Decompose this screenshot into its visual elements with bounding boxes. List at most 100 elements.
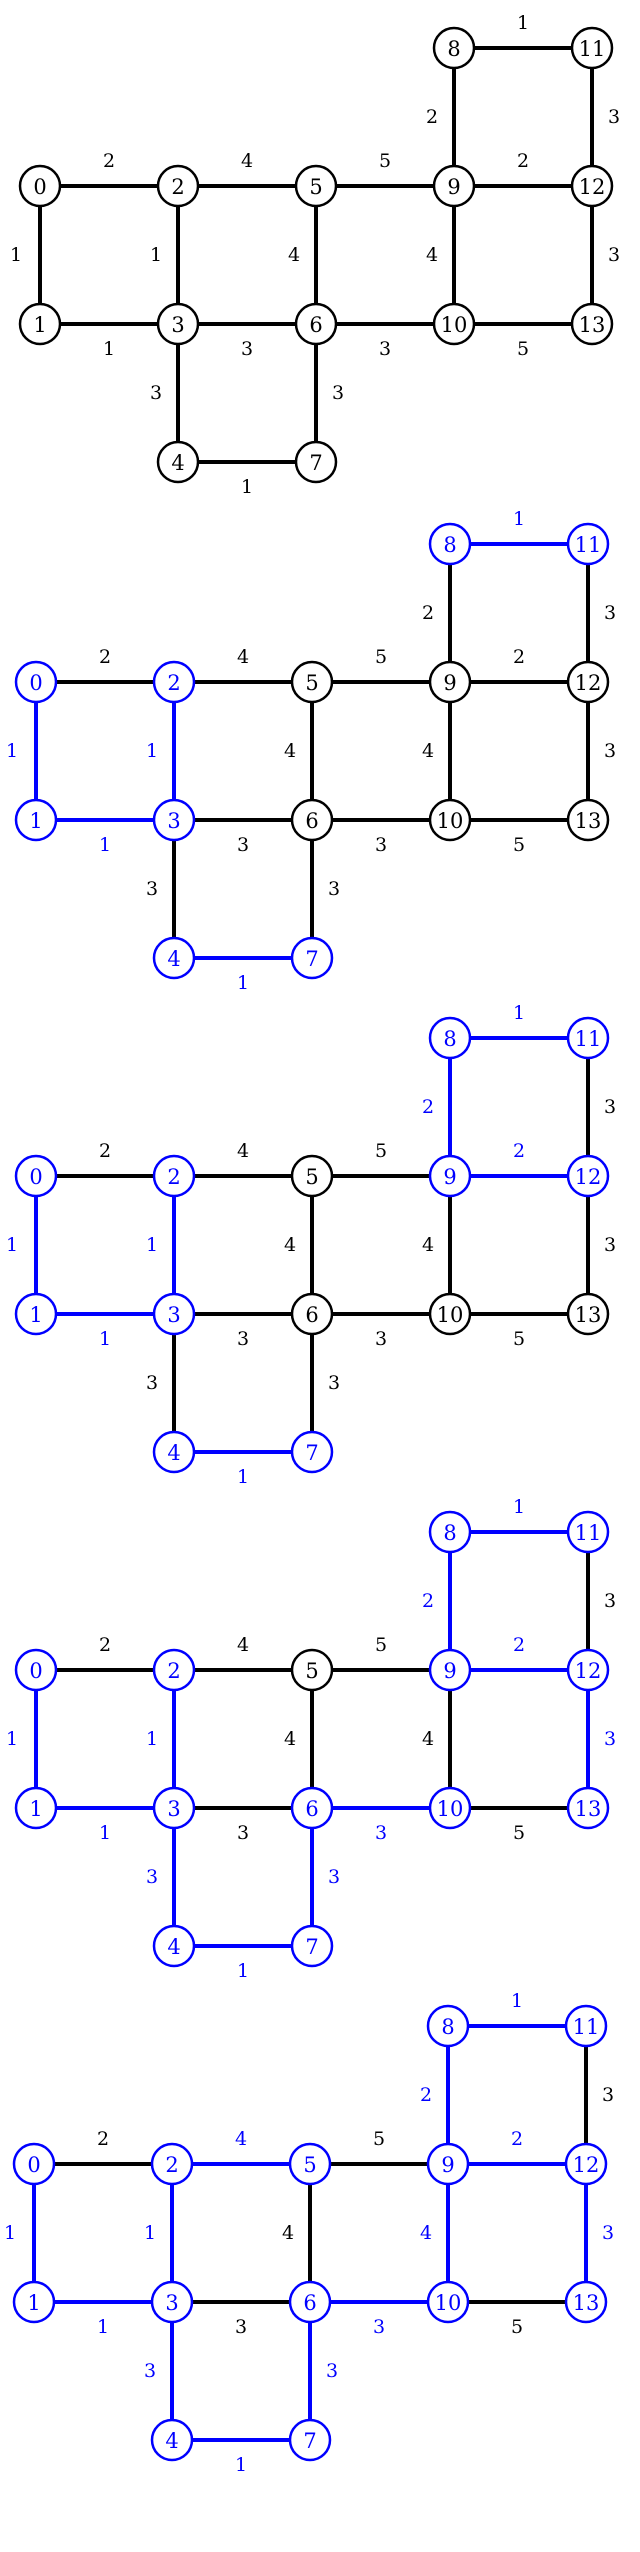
edge-weight-0-1: 1: [6, 740, 18, 762]
edge-weight-9-12: 2: [511, 2128, 523, 2150]
node-5: [290, 660, 334, 704]
edge-weight-10-13: 5: [513, 1328, 525, 1350]
node-5: [290, 1154, 334, 1198]
edge-weight-5-9: 5: [375, 1634, 387, 1656]
edge-weight-9-10: 4: [422, 1728, 434, 1750]
node-label-6: 6: [305, 1303, 318, 1327]
edge-weight-0-2: 2: [103, 150, 115, 172]
node-label-6: 6: [305, 1797, 318, 1821]
node-0: [14, 1154, 58, 1198]
node-3: [150, 2280, 194, 2324]
edge-weight-3-4: 3: [144, 2360, 156, 2382]
edge-weight-5-6: 4: [284, 740, 296, 762]
node-label-10: 10: [437, 1797, 464, 1821]
node-2: [152, 660, 196, 704]
node-label-6: 6: [303, 2291, 316, 2315]
edge-weight-6-7: 3: [332, 382, 344, 404]
edge-weight-4-7: 1: [235, 2454, 247, 2476]
node-9: [426, 2142, 470, 2186]
edge-weight-8-9: 2: [426, 106, 438, 128]
node-label-13: 13: [579, 313, 606, 337]
node-3: [156, 302, 200, 346]
node-11: [566, 1016, 610, 1060]
edge-weight-8-9: 2: [422, 1590, 434, 1612]
edge-weight-12-13: 3: [604, 1234, 616, 1256]
node-12: [566, 1648, 610, 1692]
node-label-13: 13: [575, 1303, 602, 1327]
node-8: [432, 26, 476, 70]
node-label-11: 11: [573, 2015, 600, 2039]
edge-weight-5-9: 5: [379, 150, 391, 172]
edge-weight-1-3: 1: [99, 1328, 111, 1350]
edge-weight-0-2: 2: [99, 1140, 111, 1162]
edge-weight-10-13: 5: [517, 338, 529, 360]
edge-weight-6-10: 3: [375, 1822, 387, 1844]
node-label-3: 3: [167, 809, 180, 833]
node-12: [566, 1154, 610, 1198]
node-label-7: 7: [305, 947, 318, 971]
node-label-10: 10: [437, 809, 464, 833]
edge-weight-12-13: 3: [604, 740, 616, 762]
node-7: [290, 1924, 334, 1968]
edge-weight-3-6: 3: [241, 338, 253, 360]
node-11: [570, 26, 614, 70]
edge-weight-6-7: 3: [328, 1866, 340, 1888]
edge-weight-3-6: 3: [237, 1328, 249, 1350]
edge-weight-8-11: 1: [513, 1002, 525, 1024]
node-label-12: 12: [575, 1165, 602, 1189]
edge-weight-4-7: 1: [237, 1960, 249, 1982]
node-label-13: 13: [575, 809, 602, 833]
node-9: [428, 660, 472, 704]
node-label-8: 8: [443, 1521, 456, 1545]
node-8: [428, 522, 472, 566]
edge-weight-5-9: 5: [373, 2128, 385, 2150]
node-6: [290, 1786, 334, 1830]
node-1: [14, 1292, 58, 1336]
node-label-9: 9: [443, 1165, 456, 1189]
edge-weight-2-3: 1: [146, 1728, 158, 1750]
node-label-9: 9: [443, 671, 456, 695]
node-1: [12, 2280, 56, 2324]
node-12: [566, 660, 610, 704]
node-label-12: 12: [573, 2153, 600, 2177]
edge-weight-1-3: 1: [99, 834, 111, 856]
node-label-8: 8: [441, 2015, 454, 2039]
edge-weight-2-3: 1: [146, 1234, 158, 1256]
edge-weight-1-3: 1: [97, 2316, 109, 2338]
edge-weight-6-10: 3: [375, 834, 387, 856]
node-label-1: 1: [27, 2291, 40, 2315]
edge-weight-0-1: 1: [6, 1728, 18, 1750]
edge-weight-4-7: 1: [241, 476, 253, 498]
edge-weight-9-10: 4: [420, 2222, 432, 2244]
node-1: [18, 302, 62, 346]
node-13: [564, 2280, 608, 2324]
edge-weight-9-12: 2: [513, 1634, 525, 1656]
edge-weight-11-12: 3: [608, 106, 620, 128]
node-10: [432, 302, 476, 346]
node-11: [566, 1510, 610, 1554]
node-2: [150, 2142, 194, 2186]
edge-weight-0-1: 1: [6, 1234, 18, 1256]
edge-weight-3-6: 3: [237, 834, 249, 856]
edge-weight-2-5: 4: [237, 646, 249, 668]
node-label-8: 8: [443, 1027, 456, 1051]
edge-weight-0-2: 2: [99, 1634, 111, 1656]
node-label-1: 1: [29, 809, 42, 833]
node-13: [566, 1786, 610, 1830]
node-label-11: 11: [575, 533, 602, 557]
node-label-1: 1: [29, 1303, 42, 1327]
node-3: [152, 798, 196, 842]
node-label-9: 9: [443, 1659, 456, 1683]
node-11: [566, 522, 610, 566]
node-label-0: 0: [29, 671, 42, 695]
node-7: [288, 2418, 332, 2462]
node-2: [152, 1154, 196, 1198]
edge-weight-3-6: 3: [235, 2316, 247, 2338]
node-label-5: 5: [305, 1659, 318, 1683]
node-12: [564, 2142, 608, 2186]
node-label-0: 0: [33, 175, 46, 199]
edge-weight-10-13: 5: [513, 834, 525, 856]
